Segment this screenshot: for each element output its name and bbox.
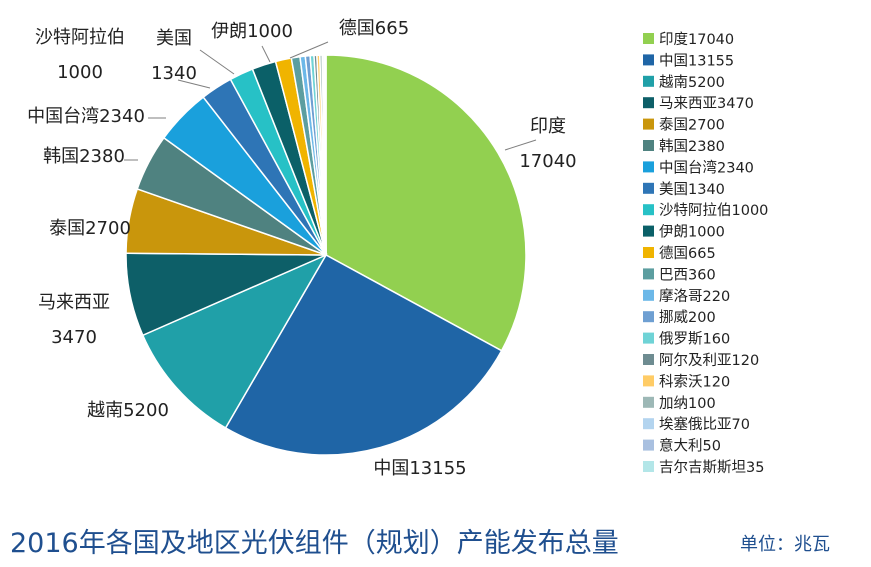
legend-item-2: 越南5200 xyxy=(643,74,725,91)
slice-label-3: 马来西亚 3470 xyxy=(38,292,110,348)
leader-line-7 xyxy=(177,79,211,89)
legend-item-14: 俄罗斯160 xyxy=(643,331,730,348)
legend-label-4: 泰国2700 xyxy=(659,117,725,134)
legend-item-13: 挪威200 xyxy=(643,309,716,326)
legend-item-15: 阿尔及利亚120 xyxy=(643,352,759,369)
legend-label-17: 加纳100 xyxy=(659,395,716,412)
legend-swatch-19 xyxy=(643,439,654,451)
pie-slice-1 xyxy=(224,253,503,456)
legend-item-5: 韩国2380 xyxy=(643,138,725,155)
legend-swatch-5 xyxy=(643,140,654,151)
pie-slice-0 xyxy=(325,54,527,352)
legend-label-8: 沙特阿拉伯1000 xyxy=(659,202,768,219)
legend-label-6: 中国台湾2340 xyxy=(659,159,754,176)
chart-title: 2016年各国及地区光伏组件（规划）产能发布总量 xyxy=(10,528,619,559)
legend-label-3: 马来西亚3470 xyxy=(659,95,754,112)
legend-label-0: 印度17040 xyxy=(659,31,734,48)
legend-item-19: 意大利50 xyxy=(643,437,721,455)
legend-swatch-9 xyxy=(643,225,654,237)
legend-item-1: 中国13155 xyxy=(643,52,734,69)
legend-label-10: 德国665 xyxy=(659,245,716,262)
legend-item-18: 埃塞俄比亚70 xyxy=(643,415,750,433)
slice-label-9: 伊朗1000 xyxy=(211,21,293,42)
legend-item-11: 巴西360 xyxy=(643,267,716,283)
legend-item-10: 德国665 xyxy=(643,245,716,262)
legend-swatch-13 xyxy=(643,311,654,323)
slice-label-7: 美国 1340 xyxy=(151,28,197,84)
legend-swatch-4 xyxy=(643,118,654,130)
legend-swatch-7 xyxy=(643,182,654,194)
legend-swatch-3 xyxy=(643,97,654,109)
leader-line-8 xyxy=(199,49,235,75)
legend-swatch-6 xyxy=(643,161,654,173)
legend-swatch-8 xyxy=(643,204,654,216)
leader-lines xyxy=(124,41,537,161)
legend-label-5: 韩国2380 xyxy=(659,138,725,155)
legend-label-15: 阿尔及利亚120 xyxy=(659,352,759,369)
legend-item-9: 伊朗1000 xyxy=(643,224,725,241)
legend-swatch-15 xyxy=(643,354,654,365)
slice-label-10: 德国665 xyxy=(339,18,409,39)
legend-swatch-14 xyxy=(643,332,654,344)
legend-item-3: 马来西亚3470 xyxy=(643,95,754,112)
legend-item-12: 摩洛哥220 xyxy=(643,287,730,305)
leader-line-9 xyxy=(261,45,271,63)
legend-item-20: 吉尔吉斯斯坦35 xyxy=(643,459,764,476)
slice-label-1: 中国13155 xyxy=(373,458,466,479)
legend-label-12: 摩洛哥220 xyxy=(659,287,730,305)
legend-swatch-10 xyxy=(643,247,654,258)
legend-swatch-0 xyxy=(643,33,654,44)
legend-item-6: 中国台湾2340 xyxy=(643,159,754,176)
leader-line-10 xyxy=(289,41,329,59)
legend-item-0: 印度17040 xyxy=(643,31,734,48)
legend-swatch-11 xyxy=(643,268,654,280)
legend-swatch-17 xyxy=(643,396,654,408)
pie-slices xyxy=(125,54,527,456)
slice-labels: 印度 17040 中国13155 越南5200 马来西亚 3470 泰国2700 韩国2380… xyxy=(27,18,577,479)
pie-slice-20 xyxy=(324,54,327,256)
legend-item-16: 科索沃120 xyxy=(643,373,730,390)
pie-slice-2 xyxy=(141,253,328,429)
slice-label-8: 沙特阿拉伯 1000 xyxy=(35,27,125,83)
legend-item-17: 加纳100 xyxy=(643,395,716,412)
legend-label-1: 中国13155 xyxy=(659,52,734,69)
legend-swatch-16 xyxy=(643,375,654,387)
slice-label-2: 越南5200 xyxy=(87,400,169,421)
legend-label-2: 越南5200 xyxy=(659,74,725,91)
legend-label-14: 俄罗斯160 xyxy=(659,331,730,348)
legend-swatch-1 xyxy=(643,54,654,66)
legend-label-9: 伊朗1000 xyxy=(659,224,725,241)
legend-item-4: 泰国2700 xyxy=(643,117,725,134)
slice-label-6: 中国台湾2340 xyxy=(27,106,145,127)
legend-item-8: 沙特阿拉伯1000 xyxy=(643,202,768,219)
leader-line-0 xyxy=(504,139,537,151)
legend-swatch-20 xyxy=(643,461,654,472)
slice-label-4: 泰国2700 xyxy=(49,218,131,239)
legend-swatch-2 xyxy=(643,75,654,87)
legend-label-13: 挪威200 xyxy=(659,309,716,326)
legend: 印度17040 中国13155 越南5200 马来西亚3470 泰国2700 韩国2380… xyxy=(643,31,768,476)
legend-swatch-18 xyxy=(643,418,654,430)
slice-label-5: 韩国2380 xyxy=(43,146,125,167)
legend-label-20: 吉尔吉斯斯坦35 xyxy=(659,459,764,476)
slice-label-0: 印度 17040 xyxy=(519,116,576,172)
legend-label-11: 巴西360 xyxy=(659,267,716,283)
unit-label: 单位：兆瓦 xyxy=(740,534,830,555)
legend-label-7: 美国1340 xyxy=(659,181,725,198)
legend-label-19: 意大利50 xyxy=(659,437,721,455)
legend-label-18: 埃塞俄比亚70 xyxy=(659,415,750,433)
legend-item-7: 美国1340 xyxy=(643,181,725,198)
legend-label-16: 科索沃120 xyxy=(659,373,730,390)
legend-swatch-12 xyxy=(643,289,654,301)
